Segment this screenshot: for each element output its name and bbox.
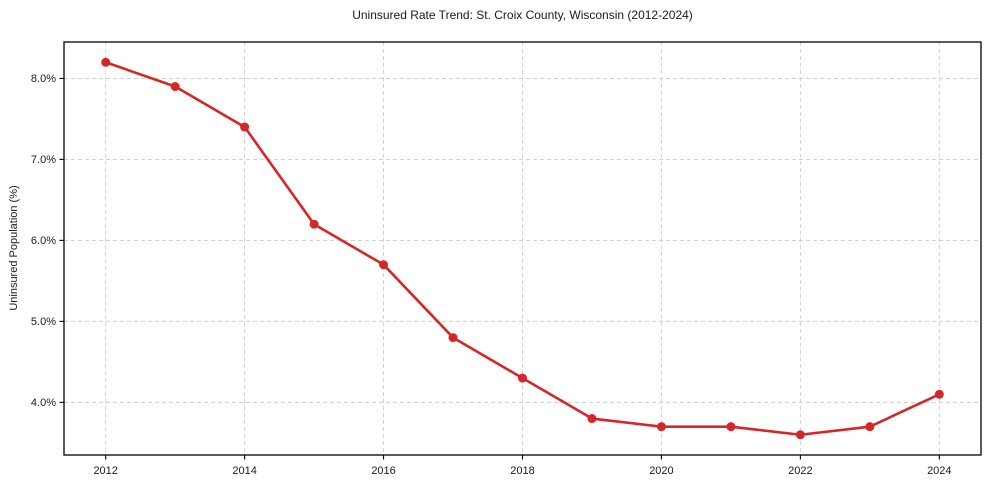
data-point (656, 422, 666, 432)
plot-border (63, 41, 982, 456)
data-point (934, 389, 944, 399)
x-tick-label: 2012 (93, 465, 117, 477)
x-tick-label: 2014 (232, 465, 256, 477)
data-point (309, 219, 319, 229)
data-point (240, 122, 250, 132)
y-tick-label: 6.0% (31, 235, 56, 247)
chart-title: Uninsured Rate Trend: St. Croix County, … (352, 8, 693, 22)
data-point (726, 422, 736, 432)
y-tick-label: 8.0% (31, 73, 56, 85)
x-tick-label: 2020 (649, 465, 673, 477)
data-point (379, 260, 389, 270)
data-point (448, 333, 458, 343)
y-tick-label: 4.0% (31, 397, 56, 409)
y-tick-label: 7.0% (31, 154, 56, 166)
data-point (170, 82, 180, 92)
data-point (865, 422, 875, 432)
x-tick-label: 2024 (927, 465, 951, 477)
x-tick-label: 2018 (510, 465, 534, 477)
x-tick-label: 2016 (371, 465, 395, 477)
y-tick-label: 5.0% (31, 316, 56, 328)
data-point (101, 57, 111, 67)
data-point (587, 414, 597, 424)
x-tick-label: 2022 (788, 465, 812, 477)
data-point (795, 430, 805, 440)
data-point (518, 373, 527, 383)
